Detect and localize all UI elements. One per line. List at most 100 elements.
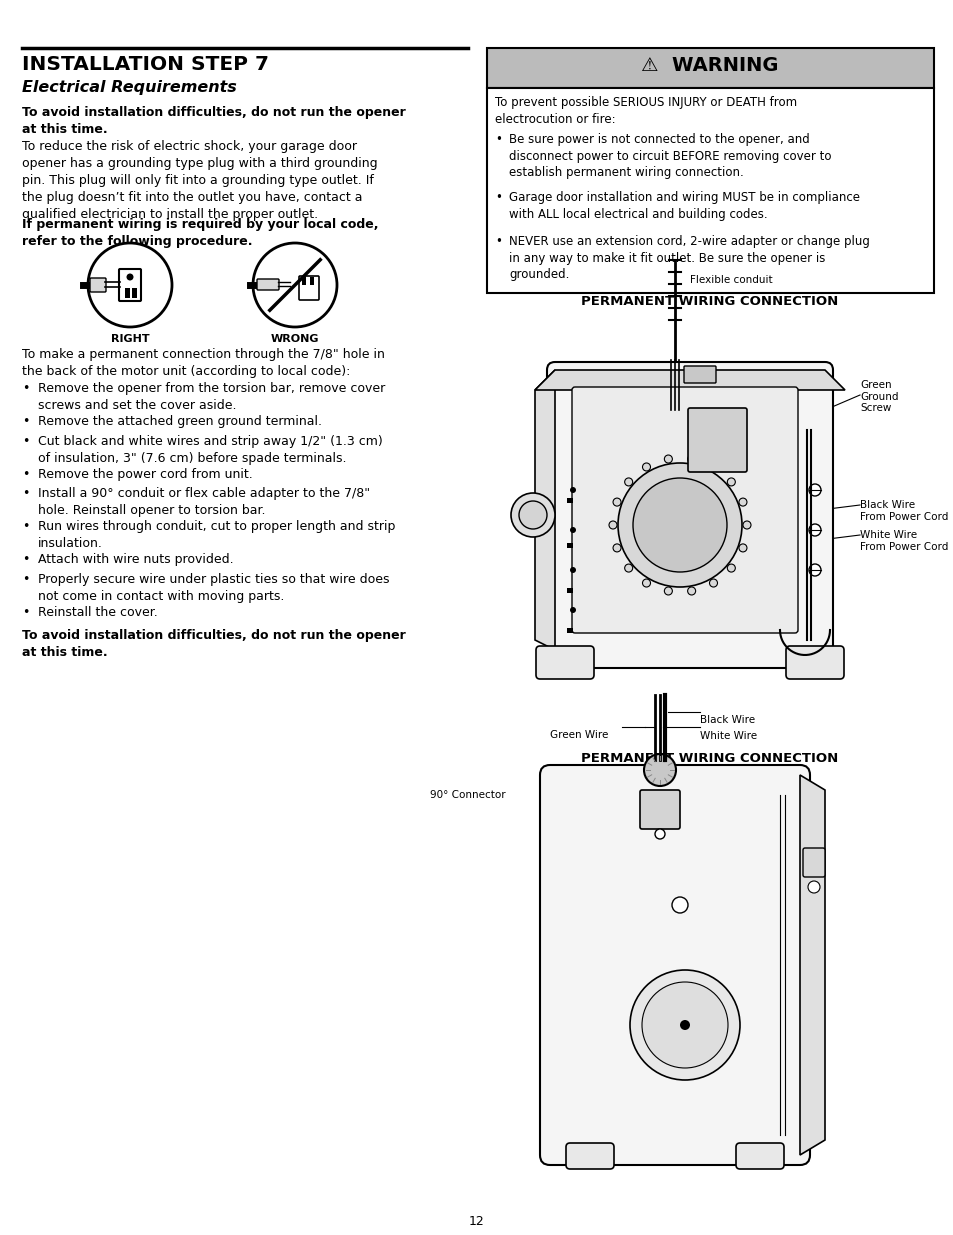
FancyBboxPatch shape xyxy=(486,88,933,293)
Text: Be sure power is not connected to the opener, and
disconnect power to circuit BE: Be sure power is not connected to the op… xyxy=(509,133,831,179)
FancyBboxPatch shape xyxy=(90,278,106,291)
Text: Install a 90° conduit or flex cable adapter to the 7/8"
hole. Reinstall opener t: Install a 90° conduit or flex cable adap… xyxy=(38,487,370,517)
Text: Electrical Requirements: Electrical Requirements xyxy=(22,80,236,95)
Text: INSTALLATION STEP 7: INSTALLATION STEP 7 xyxy=(22,56,269,74)
Text: ⚠  WARNING: ⚠ WARNING xyxy=(640,56,778,75)
Text: Flexible conduit: Flexible conduit xyxy=(689,275,772,285)
Circle shape xyxy=(671,897,687,913)
Text: Remove the attached green ground terminal.: Remove the attached green ground termina… xyxy=(38,415,322,429)
Circle shape xyxy=(613,543,620,552)
Text: Garage door installation and wiring MUST be in compliance
with ALL local electri: Garage door installation and wiring MUST… xyxy=(509,191,859,221)
Text: 12: 12 xyxy=(469,1215,484,1228)
FancyBboxPatch shape xyxy=(735,1144,783,1170)
Text: RIGHT: RIGHT xyxy=(111,333,150,345)
Text: Green
Ground
Screw: Green Ground Screw xyxy=(859,380,898,414)
Circle shape xyxy=(569,527,576,534)
Text: Green Wire: Green Wire xyxy=(550,730,608,740)
FancyBboxPatch shape xyxy=(536,646,594,679)
Circle shape xyxy=(808,484,821,496)
Text: White Wire: White Wire xyxy=(700,731,757,741)
Circle shape xyxy=(629,969,740,1079)
Text: To avoid installation difficulties, do not run the opener
at this time.: To avoid installation difficulties, do n… xyxy=(22,629,405,659)
Text: Properly secure wire under plastic ties so that wire does
not come in contact wi: Properly secure wire under plastic ties … xyxy=(38,573,389,603)
FancyBboxPatch shape xyxy=(132,288,137,298)
Text: •: • xyxy=(22,468,30,480)
Circle shape xyxy=(663,587,672,595)
Text: Cut black and white wires and strip away 1/2" (1.3 cm)
of insulation, 3" (7.6 cm: Cut black and white wires and strip away… xyxy=(38,435,382,464)
FancyBboxPatch shape xyxy=(572,387,797,634)
Circle shape xyxy=(613,498,620,506)
Circle shape xyxy=(687,454,695,463)
Circle shape xyxy=(511,493,555,537)
Circle shape xyxy=(641,463,650,471)
FancyBboxPatch shape xyxy=(298,275,318,300)
Text: Run wires through conduit, cut to proper length and strip
insulation.: Run wires through conduit, cut to proper… xyxy=(38,520,395,550)
FancyBboxPatch shape xyxy=(566,629,573,634)
Circle shape xyxy=(569,606,576,613)
Text: Black Wire: Black Wire xyxy=(700,715,755,725)
Text: NEVER use an extension cord, 2-wire adapter or change plug
in any way to make it: NEVER use an extension cord, 2-wire adap… xyxy=(509,235,869,282)
Text: •: • xyxy=(495,133,501,146)
Circle shape xyxy=(127,273,133,280)
Text: Remove the opener from the torsion bar, remove cover
screws and set the cover as: Remove the opener from the torsion bar, … xyxy=(38,382,385,412)
Circle shape xyxy=(709,463,717,471)
Circle shape xyxy=(518,501,546,529)
Text: White Wire
From Power Cord: White Wire From Power Cord xyxy=(859,530,947,552)
FancyBboxPatch shape xyxy=(310,277,314,285)
Circle shape xyxy=(608,521,617,529)
Text: •: • xyxy=(22,487,30,500)
Polygon shape xyxy=(800,776,824,1155)
Text: •: • xyxy=(22,553,30,566)
Circle shape xyxy=(618,463,741,587)
Text: Black Wire
From Power Cord: Black Wire From Power Cord xyxy=(859,500,947,521)
Circle shape xyxy=(641,982,727,1068)
Circle shape xyxy=(643,755,676,785)
FancyBboxPatch shape xyxy=(687,408,746,472)
Text: PERMANENT WIRING CONNECTION: PERMANENT WIRING CONNECTION xyxy=(580,752,838,764)
Polygon shape xyxy=(535,370,555,650)
FancyBboxPatch shape xyxy=(683,366,716,383)
FancyBboxPatch shape xyxy=(566,588,573,593)
Text: Ground Wire: Ground Wire xyxy=(729,440,795,450)
Circle shape xyxy=(808,564,821,576)
Circle shape xyxy=(655,829,664,839)
FancyBboxPatch shape xyxy=(539,764,809,1165)
Text: Attach with wire nuts provided.: Attach with wire nuts provided. xyxy=(38,553,233,566)
Text: •: • xyxy=(22,573,30,585)
Text: •: • xyxy=(22,382,30,395)
Circle shape xyxy=(679,1020,689,1030)
Polygon shape xyxy=(535,370,844,390)
Text: If permanent wiring is required by your local code,
refer to the following proce: If permanent wiring is required by your … xyxy=(22,219,378,248)
FancyBboxPatch shape xyxy=(566,543,573,548)
Text: WRONG: WRONG xyxy=(271,333,319,345)
Circle shape xyxy=(742,521,750,529)
FancyBboxPatch shape xyxy=(119,269,141,301)
Circle shape xyxy=(624,478,632,485)
FancyBboxPatch shape xyxy=(486,48,933,88)
Text: To avoid installation difficulties, do not run the opener
at this time.: To avoid installation difficulties, do n… xyxy=(22,106,405,136)
Circle shape xyxy=(663,454,672,463)
Circle shape xyxy=(88,243,172,327)
Circle shape xyxy=(739,498,746,506)
Text: •: • xyxy=(495,191,501,204)
Circle shape xyxy=(569,567,576,573)
Circle shape xyxy=(624,564,632,572)
Circle shape xyxy=(687,587,695,595)
FancyBboxPatch shape xyxy=(546,362,832,668)
Circle shape xyxy=(807,881,820,893)
FancyBboxPatch shape xyxy=(125,288,130,298)
Circle shape xyxy=(726,564,735,572)
Circle shape xyxy=(739,543,746,552)
Circle shape xyxy=(709,579,717,587)
Text: •: • xyxy=(22,435,30,447)
Text: •: • xyxy=(22,520,30,534)
FancyBboxPatch shape xyxy=(565,1144,614,1170)
Text: Remove the power cord from unit.: Remove the power cord from unit. xyxy=(38,468,253,480)
Circle shape xyxy=(569,487,576,493)
Text: To make a permanent connection through the 7/8" hole in
the back of the motor un: To make a permanent connection through t… xyxy=(22,348,384,378)
Text: Reinstall the cover.: Reinstall the cover. xyxy=(38,605,157,619)
Circle shape xyxy=(641,579,650,587)
FancyBboxPatch shape xyxy=(566,498,573,503)
Circle shape xyxy=(253,243,336,327)
FancyBboxPatch shape xyxy=(802,848,824,877)
